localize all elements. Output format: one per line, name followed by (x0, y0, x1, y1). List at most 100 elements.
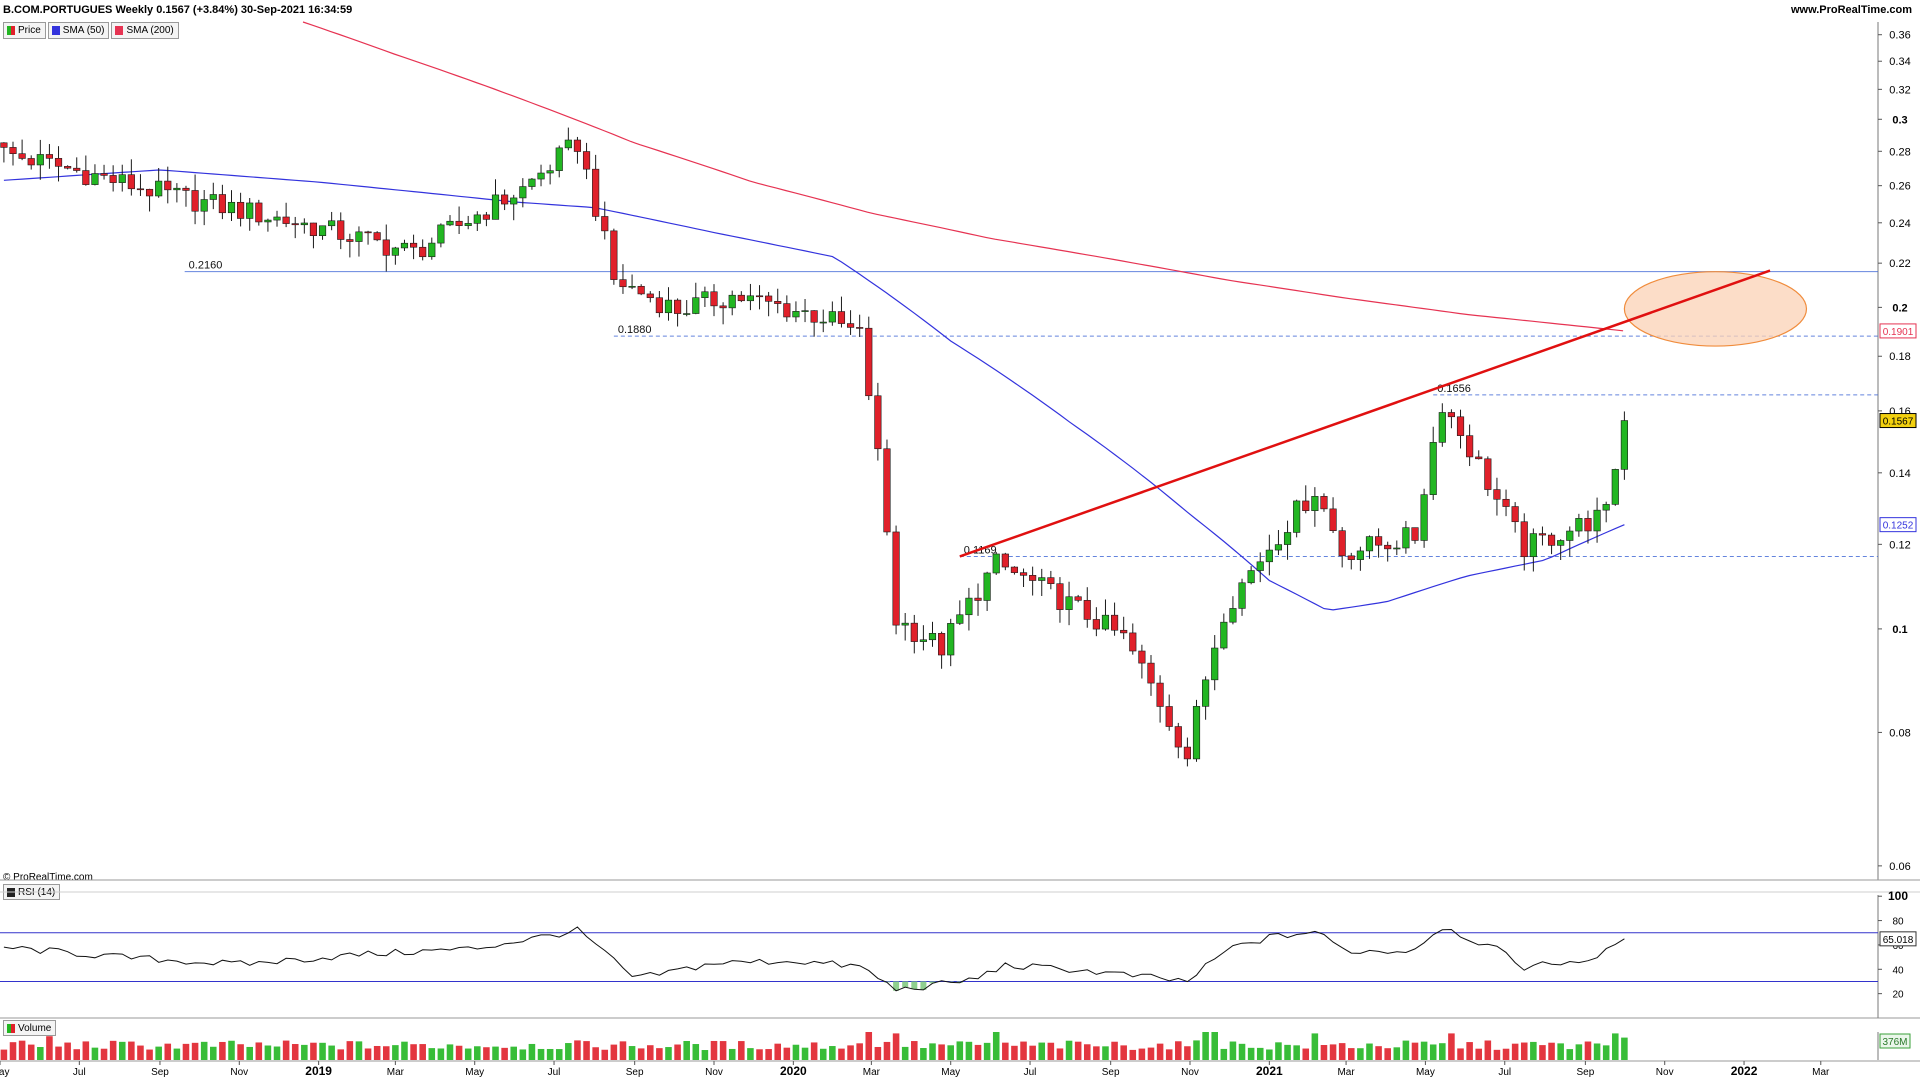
candle-body (1092, 619, 1100, 630)
price-legend: Price SMA (50) SMA (200) (3, 22, 179, 39)
candle-body (1329, 508, 1337, 531)
volume-bar (1074, 1041, 1082, 1060)
price-tick-label: 0.36 (1889, 30, 1910, 42)
volume-bar (9, 1042, 17, 1060)
sma50-swatch-icon (51, 26, 60, 35)
candle-body (1147, 662, 1155, 684)
volume-bar (1038, 1042, 1046, 1060)
volume-bar (646, 1045, 654, 1060)
volume-bar (291, 1044, 299, 1060)
volume-bar (1002, 1042, 1009, 1060)
volume-bar (546, 1048, 554, 1060)
time-tick-label: 2019 (305, 1064, 332, 1078)
site-link[interactable]: www.ProRealTime.com (1790, 4, 1912, 16)
volume-bar (346, 1041, 354, 1060)
candle-body (837, 311, 846, 324)
volume-bar (1138, 1048, 1146, 1060)
volume-bar (1093, 1046, 1100, 1060)
price-tick-label: 0.32 (1889, 84, 1910, 96)
sma50-line (3, 169, 1625, 611)
candle-body (628, 285, 636, 288)
candle-body (1056, 583, 1064, 610)
candle-body (1065, 596, 1073, 610)
time-tick-label: May (941, 1067, 960, 1078)
volume-bar (310, 1042, 317, 1060)
candle-body (1520, 521, 1528, 558)
volume-bar (1311, 1033, 1319, 1060)
volume-bar (574, 1040, 581, 1060)
candle-body (947, 623, 955, 656)
volume-swatch-icon (7, 1023, 15, 1033)
candle-body (1156, 682, 1164, 707)
candle-body (36, 154, 44, 166)
candle-body (573, 139, 582, 152)
volume-bar (892, 1033, 900, 1060)
legend-sma50[interactable]: SMA (50) (47, 22, 110, 39)
volume-bar (437, 1048, 445, 1060)
time-tick-label: 2021 (1256, 1064, 1283, 1078)
volume-bar (783, 1047, 791, 1060)
volume-bar (255, 1042, 263, 1060)
volume-bar (774, 1043, 782, 1060)
volume-bar (656, 1048, 663, 1060)
candle-body (1338, 530, 1346, 557)
volume-bar (1320, 1044, 1328, 1060)
candle-body (164, 180, 172, 191)
time-tick-label: Nov (230, 1067, 248, 1078)
candle-body (1211, 647, 1219, 681)
sma200-line (302, 21, 1624, 332)
volume-bar (610, 1044, 618, 1060)
candle-body (27, 158, 35, 166)
legend-price[interactable]: Price (3, 22, 46, 39)
volume-bar (100, 1048, 108, 1060)
volume-bar (73, 1049, 81, 1060)
rsi-tick-label: 40 (1892, 965, 1904, 976)
volume-bar (883, 1041, 891, 1060)
legend-price-label: Price (18, 25, 41, 36)
legend-sma200[interactable]: SMA (200) (111, 22, 179, 39)
trendline (959, 269, 1771, 558)
candle-body (856, 327, 864, 329)
volume-bar (37, 1047, 44, 1060)
price-tick-label: 0.22 (1889, 258, 1910, 270)
candle-body (910, 622, 918, 642)
candle-body (737, 294, 745, 302)
candle-body (1029, 575, 1037, 581)
volume-pane-label[interactable]: Volume (3, 1020, 57, 1036)
time-tick-label: Sep (1576, 1067, 1594, 1078)
candle-body (227, 201, 236, 214)
volume-bar (901, 1046, 909, 1060)
volume-bar (1566, 1049, 1574, 1060)
volume-bar (1020, 1041, 1027, 1060)
volume-bar (246, 1046, 253, 1060)
candle-body (1566, 530, 1574, 541)
volume-bar (373, 1045, 381, 1060)
volume-bar (1284, 1044, 1291, 1060)
price-tick-label: 0.34 (1889, 56, 1910, 68)
volume-bar (1602, 1045, 1610, 1060)
volume-bar (911, 1041, 918, 1060)
volume-bar (1120, 1045, 1127, 1060)
volume-bar (810, 1042, 818, 1060)
candle-body (510, 197, 518, 205)
candle-body (145, 188, 154, 197)
volume-bar (683, 1041, 690, 1060)
volume-bar (974, 1044, 982, 1060)
volume-bar (1420, 1041, 1428, 1060)
volume-bar (929, 1043, 936, 1060)
candle-body (428, 242, 436, 258)
volume-bar (264, 1045, 272, 1060)
volume-bar (82, 1041, 90, 1060)
candle-body (1447, 412, 1455, 418)
candle-body (246, 202, 254, 219)
volume-bar (1129, 1049, 1137, 1060)
volume-bar (137, 1045, 144, 1060)
candle-body (118, 174, 126, 183)
candle-body (938, 633, 946, 656)
candle-body (1375, 536, 1383, 546)
candle-body (883, 448, 891, 533)
copyright: © ProRealTime.com (3, 872, 93, 883)
sma200-swatch-icon (115, 26, 124, 35)
volume-bar (1530, 1041, 1537, 1060)
